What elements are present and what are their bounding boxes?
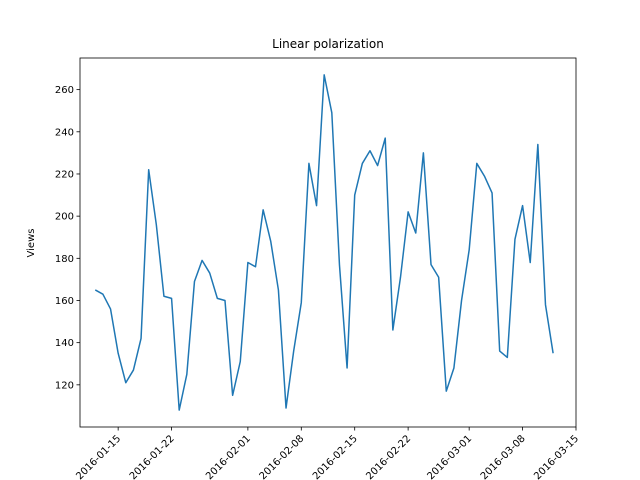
series-line xyxy=(94,74,554,411)
x-tick-label: 2016-02-22 xyxy=(364,433,413,480)
y-tick-label: 120 xyxy=(55,380,74,391)
y-tick-label: 240 xyxy=(55,127,74,138)
data-points xyxy=(95,75,553,410)
plot-area xyxy=(94,74,554,411)
x-tick-label: 2016-03-15 xyxy=(532,433,581,480)
x-tick-label: 2016-01-22 xyxy=(128,433,177,480)
x-tick-label: 2016-03-08 xyxy=(479,433,528,480)
y-tick-label: 200 xyxy=(55,212,74,223)
x-axis: 2016-01-15 2016-01-22 2016-02-01 2016-02-08… xyxy=(74,427,581,480)
y-tick-label: 220 xyxy=(55,169,74,180)
y-axis: 120 140 160 180 200 220 240 260 xyxy=(55,85,80,391)
x-tick-label: 2016-02-08 xyxy=(258,433,307,480)
x-tick-label: 2016-03-01 xyxy=(425,433,474,480)
x-tick-label: 2016-02-01 xyxy=(204,433,253,480)
y-tick-label: 140 xyxy=(55,338,74,349)
x-tick-label: 2016-02-15 xyxy=(311,433,360,480)
axes-frame xyxy=(79,57,577,428)
x-tick-label: 2016-01-15 xyxy=(74,433,123,480)
chart-title: Linear polarization xyxy=(272,37,384,51)
y-tick-label: 160 xyxy=(55,296,74,307)
y-tick-label: 180 xyxy=(55,254,74,265)
y-tick-label: 260 xyxy=(55,85,74,96)
y-axis-label: Views xyxy=(26,229,37,258)
